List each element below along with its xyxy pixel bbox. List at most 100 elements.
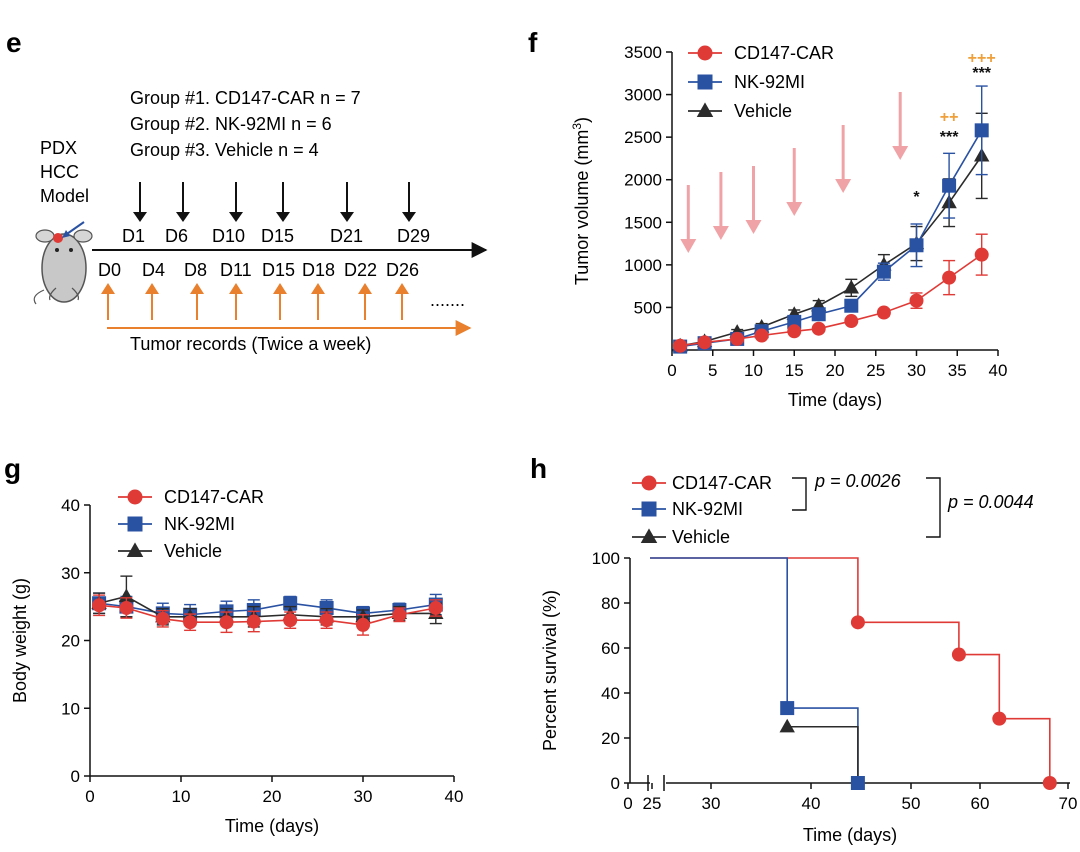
group-2-text: Group #2. NK-92MI n = 6 <box>130 114 332 134</box>
data-point <box>909 293 924 308</box>
dose-arrow-head <box>340 212 354 222</box>
significance-mark: *** <box>972 65 991 82</box>
record-arrow-head <box>358 283 372 294</box>
legend-label: CD147-CAR <box>672 473 772 493</box>
panel-e: e Group #1. CD147-CAR n = 7 Group #2. NK… <box>6 27 488 354</box>
dose-label: D15 <box>261 226 294 246</box>
pvalue-label-2: p = 0.0044 <box>947 492 1034 512</box>
data-point <box>951 647 966 662</box>
model-line-2: HCC <box>40 162 79 182</box>
record-label: D15 <box>262 260 295 280</box>
data-point <box>974 247 989 262</box>
record-label: D22 <box>344 260 377 280</box>
legend-label: Vehicle <box>164 541 222 561</box>
data-point <box>844 298 859 313</box>
pvalue-label-1: p = 0.0026 <box>814 471 902 491</box>
x-tick-label: 25 <box>866 361 885 380</box>
x-axis-title: Time (days) <box>225 816 319 836</box>
y-axis-title-sup: 3 <box>570 123 584 130</box>
y-axis-title: Tumor volume (mm3) <box>570 117 592 285</box>
y-tick-label: 60 <box>601 639 620 658</box>
x-tick-label: 0 <box>623 794 632 813</box>
y-tick-label: 1500 <box>624 213 662 232</box>
record-label: D18 <box>302 260 335 280</box>
data-point <box>844 314 859 329</box>
y-tick-label: 3500 <box>624 43 662 62</box>
y-tick-label: 20 <box>601 729 620 748</box>
data-point <box>392 607 407 622</box>
data-point <box>1042 776 1057 790</box>
x-tick-label: 0 <box>667 361 676 380</box>
series-line <box>98 595 436 618</box>
x-tick-label: 15 <box>785 361 804 380</box>
data-point <box>155 611 170 626</box>
x-tick-label: 5 <box>708 361 717 380</box>
data-point <box>787 324 802 339</box>
y-axis-title: Percent survival (%) <box>540 590 560 751</box>
legend-label: Vehicle <box>672 527 730 547</box>
panel-label-f: f <box>528 27 538 58</box>
dose-arrow-head <box>835 179 852 193</box>
data-point <box>992 711 1007 726</box>
data-point <box>118 588 135 603</box>
legend-label: NK-92MI <box>164 514 235 534</box>
data-point <box>754 328 769 343</box>
significance-mark: ++ <box>940 109 959 126</box>
x-tick-label: 40 <box>445 787 464 806</box>
data-point <box>811 321 826 336</box>
dose-arrow-head <box>892 146 909 160</box>
model-line-3: Model <box>40 186 89 206</box>
y-axis-title-close: ) <box>572 117 592 123</box>
record-arrow-head <box>395 283 409 294</box>
data-point <box>974 123 989 138</box>
x-tick-label: 70 <box>1059 794 1078 813</box>
data-point <box>876 264 891 279</box>
legend-marker <box>126 542 144 557</box>
dose-label: D1 <box>122 226 145 246</box>
series-line <box>680 129 983 348</box>
survival-line-nk <box>650 557 859 783</box>
dose-arrow-head <box>133 212 147 222</box>
y-tick-label: 2000 <box>624 171 662 190</box>
panel-f-tumor-volume: f 0 5 10 15 20 25 30 35 40 500 1000 1500 2000 2500 300… <box>528 27 1007 410</box>
y-tick-label: 500 <box>634 298 662 317</box>
record-arrow-head <box>101 283 115 294</box>
group-1-text: Group #1. CD147-CAR n = 7 <box>130 88 361 108</box>
data-point <box>283 613 298 628</box>
record-label: D26 <box>386 260 419 280</box>
dose-arrow-head <box>786 202 803 216</box>
data-point <box>697 335 712 350</box>
x-tick-label: 20 <box>826 361 845 380</box>
x-tick-label: 30 <box>907 361 926 380</box>
significance-mark: +++ <box>968 50 996 67</box>
record-label: D0 <box>98 260 121 280</box>
panel-label-h: h <box>530 453 547 484</box>
y-tick-label: 3000 <box>624 86 662 105</box>
y-tick-label: 100 <box>592 549 620 568</box>
data-point <box>779 718 795 733</box>
legend-marker <box>127 489 143 505</box>
dose-arrow-head <box>276 212 290 222</box>
dose-label: D29 <box>397 226 430 246</box>
x-tick-label: 20 <box>263 787 282 806</box>
legend-marker <box>127 516 143 532</box>
data-point <box>319 613 334 628</box>
data-point <box>428 600 443 615</box>
ellipsis: ....... <box>430 290 465 310</box>
data-point <box>942 178 957 193</box>
significance-mark: *** <box>940 129 959 146</box>
data-point <box>876 305 891 320</box>
data-point <box>843 279 859 294</box>
y-tick-label: 1000 <box>624 256 662 275</box>
y-tick-label: 30 <box>61 564 80 583</box>
legend-marker <box>641 501 657 517</box>
x-tick-label: 50 <box>902 794 921 813</box>
dose-arrow-head <box>745 220 762 234</box>
series-line <box>680 155 983 347</box>
dose-labels: D1 D6 D10 D15 D21 D29 <box>122 226 430 246</box>
y-axis-title-text: Tumor volume (mm <box>572 130 592 285</box>
x-tick-label: 30 <box>702 794 721 813</box>
y-tick-label: 0 <box>71 767 80 786</box>
dose-label: D10 <box>212 226 245 246</box>
model-line-1: PDX <box>40 138 77 158</box>
